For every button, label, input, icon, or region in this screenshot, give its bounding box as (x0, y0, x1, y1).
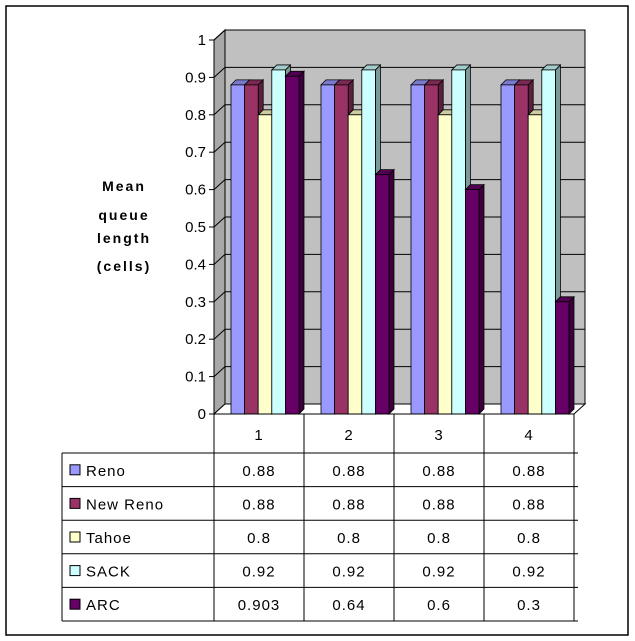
data-label: 0.8 (517, 530, 541, 547)
gridline-side (213, 254, 226, 265)
gridline-side (213, 29, 226, 41)
y-axis-label-line: (cells) (97, 258, 151, 274)
legend-entry: Reno (86, 463, 126, 480)
gridline-side (213, 67, 226, 78)
bar-front (437, 114, 453, 415)
data-label: 0.92 (332, 564, 365, 581)
bar-front (257, 114, 273, 415)
data-label: 0.88 (422, 463, 455, 480)
legend-entry: Tahoe (86, 530, 132, 547)
gridline-side (213, 216, 226, 228)
data-label: 0.92 (422, 564, 455, 581)
y-tick-label: 0.2 (185, 331, 206, 348)
bar-front (514, 84, 529, 415)
bar-front (284, 75, 300, 415)
legend-swatch (69, 464, 81, 476)
y-axis-label: Mean queue length (cells) (97, 178, 151, 274)
y-tick-label: 0.5 (185, 219, 206, 236)
bar-front (320, 84, 336, 415)
category-label: 3 (434, 427, 443, 444)
y-tick-label: 0.7 (185, 144, 206, 161)
data-label: 0.88 (332, 496, 365, 513)
data-label: 0.88 (332, 463, 365, 480)
y-tick-label: 0.8 (185, 107, 206, 124)
bar-front (347, 114, 363, 415)
legend-entry: New Reno (86, 496, 164, 513)
bar-front (541, 69, 556, 415)
data-label: 0.92 (512, 564, 545, 581)
data-label: 0.64 (332, 597, 365, 614)
legend-swatch (69, 497, 81, 509)
bar-side (478, 183, 485, 415)
bar (374, 168, 395, 415)
data-label: 0.8 (247, 530, 271, 547)
bar-front (527, 114, 543, 415)
legend-entry: ARC (86, 597, 121, 614)
data-label: 0.88 (242, 463, 275, 480)
bar (464, 183, 485, 415)
data-label: 0.8 (337, 530, 361, 547)
data-label: 0.88 (512, 496, 545, 513)
y-tick-label: 1 (198, 32, 206, 49)
bar-front (464, 189, 480, 415)
bar-front (374, 174, 390, 415)
y-tick-label: 0.6 (185, 182, 206, 199)
gridline-side (213, 366, 226, 377)
y-tick-label: 0.4 (185, 256, 206, 273)
bar-side (298, 70, 305, 415)
y-axis-label-line: queue (98, 207, 149, 223)
bar-front (451, 69, 466, 415)
data-label: 0.88 (242, 496, 275, 513)
legend-swatch (69, 531, 81, 543)
legend-swatch (69, 598, 81, 610)
bar-front (555, 301, 570, 415)
data-label: 0.92 (242, 564, 275, 581)
y-tick-label: 0.1 (185, 369, 206, 386)
bar-front (271, 69, 286, 415)
gridline-side (213, 104, 226, 116)
bar-front (500, 84, 516, 415)
category-label: 2 (344, 427, 353, 444)
bar-front (361, 69, 376, 415)
bar (284, 70, 305, 415)
data-label: 0.6 (427, 597, 451, 614)
legend-entry: SACK (86, 564, 131, 581)
legend-swatch (69, 565, 81, 577)
data-table: 1 2 3 4 Reno 0.88 0.88 0.88 0.88 New Reno 0.88 0.88… (61, 413, 578, 622)
y-axis-label-line: Mean (102, 178, 146, 194)
data-label: 0.88 (422, 496, 455, 513)
y-tick-label: 0.9 (185, 69, 206, 86)
data-label: 0.3 (517, 597, 541, 614)
y-tick-label: 0.3 (185, 294, 206, 311)
bar-side (388, 168, 395, 415)
bar (554, 295, 575, 415)
bar-front (244, 84, 259, 415)
bars (230, 63, 575, 415)
gridline-side (213, 328, 226, 340)
bar-side (568, 295, 575, 415)
gridline-side (213, 179, 226, 190)
data-label: 0.8 (427, 530, 451, 547)
bar-front (424, 84, 439, 415)
gridline-side (213, 141, 226, 153)
y-axis: 0 0.1 0.2 0.3 0.4 0.5 0.6 0.7 0.8 0.9 1 (185, 32, 215, 423)
bar-front (230, 84, 246, 415)
y-axis-label-line: length (97, 230, 151, 246)
category-label: 1 (254, 427, 263, 444)
y-tick-label: 0 (198, 406, 206, 423)
data-label: 0.903 (238, 597, 281, 614)
category-label: 4 (524, 427, 533, 444)
bar-front (334, 84, 349, 415)
gridline-side (213, 291, 226, 303)
bar-front (410, 84, 426, 415)
data-label: 0.88 (512, 463, 545, 480)
